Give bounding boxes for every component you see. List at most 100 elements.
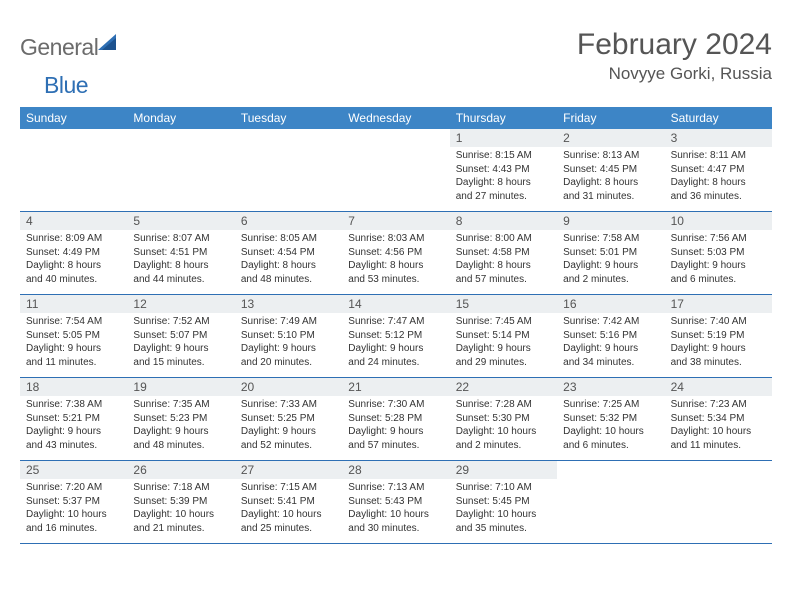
day-cell: 29Sunrise: 7:10 AMSunset: 5:45 PMDayligh… <box>450 461 557 543</box>
dow-sat: Saturday <box>665 107 772 129</box>
day-details: Sunrise: 8:11 AMSunset: 4:47 PMDaylight:… <box>665 147 772 207</box>
day-cell <box>20 129 127 211</box>
daylight-text-2: and 15 minutes. <box>133 356 228 370</box>
sunrise-text: Sunrise: 7:56 AM <box>671 232 766 246</box>
daylight-text-1: Daylight: 9 hours <box>563 342 658 356</box>
sunset-text: Sunset: 5:05 PM <box>26 329 121 343</box>
daylight-text-2: and 35 minutes. <box>456 522 551 536</box>
sunrise-text: Sunrise: 7:23 AM <box>671 398 766 412</box>
day-number: 3 <box>665 129 772 147</box>
logo-triangle-icon <box>98 32 120 57</box>
calendar-page: General February 2024 Novyye Gorki, Russ… <box>0 0 792 554</box>
sunset-text: Sunset: 5:30 PM <box>456 412 551 426</box>
daylight-text-1: Daylight: 9 hours <box>563 259 658 273</box>
day-cell: 8Sunrise: 8:00 AMSunset: 4:58 PMDaylight… <box>450 212 557 294</box>
day-number: 25 <box>20 461 127 479</box>
day-details: Sunrise: 7:56 AMSunset: 5:03 PMDaylight:… <box>665 230 772 290</box>
sunrise-text: Sunrise: 8:09 AM <box>26 232 121 246</box>
daylight-text-1: Daylight: 9 hours <box>348 342 443 356</box>
daylight-text-2: and 36 minutes. <box>671 190 766 204</box>
daylight-text-2: and 16 minutes. <box>26 522 121 536</box>
day-details: Sunrise: 7:13 AMSunset: 5:43 PMDaylight:… <box>342 479 449 539</box>
day-cell: 3Sunrise: 8:11 AMSunset: 4:47 PMDaylight… <box>665 129 772 211</box>
day-details: Sunrise: 7:20 AMSunset: 5:37 PMDaylight:… <box>20 479 127 539</box>
day-details: Sunrise: 7:25 AMSunset: 5:32 PMDaylight:… <box>557 396 664 456</box>
day-number: 17 <box>665 295 772 313</box>
sunrise-text: Sunrise: 7:49 AM <box>241 315 336 329</box>
sunrise-text: Sunrise: 7:28 AM <box>456 398 551 412</box>
day-number: 26 <box>127 461 234 479</box>
day-cell: 17Sunrise: 7:40 AMSunset: 5:19 PMDayligh… <box>665 295 772 377</box>
day-number: 1 <box>450 129 557 147</box>
daylight-text-2: and 6 minutes. <box>563 439 658 453</box>
day-number: 9 <box>557 212 664 230</box>
calendar-grid: Sunday Monday Tuesday Wednesday Thursday… <box>20 107 772 544</box>
sunset-text: Sunset: 5:41 PM <box>241 495 336 509</box>
sunset-text: Sunset: 5:23 PM <box>133 412 228 426</box>
day-cell: 18Sunrise: 7:38 AMSunset: 5:21 PMDayligh… <box>20 378 127 460</box>
daylight-text-2: and 48 minutes. <box>241 273 336 287</box>
week-row: 4Sunrise: 8:09 AMSunset: 4:49 PMDaylight… <box>20 212 772 295</box>
daylight-text-2: and 27 minutes. <box>456 190 551 204</box>
day-number: 13 <box>235 295 342 313</box>
sunrise-text: Sunrise: 7:13 AM <box>348 481 443 495</box>
daylight-text-2: and 57 minutes. <box>348 439 443 453</box>
daylight-text-1: Daylight: 8 hours <box>133 259 228 273</box>
daylight-text-1: Daylight: 9 hours <box>26 342 121 356</box>
daylight-text-2: and 38 minutes. <box>671 356 766 370</box>
day-cell: 28Sunrise: 7:13 AMSunset: 5:43 PMDayligh… <box>342 461 449 543</box>
day-of-week-header: Sunday Monday Tuesday Wednesday Thursday… <box>20 107 772 129</box>
day-details: Sunrise: 7:38 AMSunset: 5:21 PMDaylight:… <box>20 396 127 456</box>
day-cell: 11Sunrise: 7:54 AMSunset: 5:05 PMDayligh… <box>20 295 127 377</box>
day-details: Sunrise: 8:03 AMSunset: 4:56 PMDaylight:… <box>342 230 449 290</box>
daylight-text-1: Daylight: 8 hours <box>456 259 551 273</box>
day-number: 7 <box>342 212 449 230</box>
daylight-text-1: Daylight: 8 hours <box>348 259 443 273</box>
daylight-text-2: and 40 minutes. <box>26 273 121 287</box>
sunrise-text: Sunrise: 7:10 AM <box>456 481 551 495</box>
day-cell: 12Sunrise: 7:52 AMSunset: 5:07 PMDayligh… <box>127 295 234 377</box>
day-cell <box>557 461 664 543</box>
day-number: 10 <box>665 212 772 230</box>
sunset-text: Sunset: 5:34 PM <box>671 412 766 426</box>
day-cell <box>235 129 342 211</box>
day-cell <box>665 461 772 543</box>
day-details: Sunrise: 7:35 AMSunset: 5:23 PMDaylight:… <box>127 396 234 456</box>
day-number: 8 <box>450 212 557 230</box>
daylight-text-1: Daylight: 8 hours <box>671 176 766 190</box>
sunrise-text: Sunrise: 7:38 AM <box>26 398 121 412</box>
title-block: February 2024 Novyye Gorki, Russia <box>577 28 772 84</box>
day-number: 27 <box>235 461 342 479</box>
day-cell: 15Sunrise: 7:45 AMSunset: 5:14 PMDayligh… <box>450 295 557 377</box>
daylight-text-1: Daylight: 9 hours <box>26 425 121 439</box>
daylight-text-2: and 11 minutes. <box>26 356 121 370</box>
sunset-text: Sunset: 4:51 PM <box>133 246 228 260</box>
day-cell: 19Sunrise: 7:35 AMSunset: 5:23 PMDayligh… <box>127 378 234 460</box>
daylight-text-1: Daylight: 9 hours <box>133 342 228 356</box>
sunset-text: Sunset: 4:56 PM <box>348 246 443 260</box>
daylight-text-2: and 53 minutes. <box>348 273 443 287</box>
week-row: 11Sunrise: 7:54 AMSunset: 5:05 PMDayligh… <box>20 295 772 378</box>
sunset-text: Sunset: 5:19 PM <box>671 329 766 343</box>
day-details: Sunrise: 8:05 AMSunset: 4:54 PMDaylight:… <box>235 230 342 290</box>
day-details: Sunrise: 7:49 AMSunset: 5:10 PMDaylight:… <box>235 313 342 373</box>
daylight-text-2: and 31 minutes. <box>563 190 658 204</box>
sunrise-text: Sunrise: 7:54 AM <box>26 315 121 329</box>
sunset-text: Sunset: 4:43 PM <box>456 163 551 177</box>
sunrise-text: Sunrise: 7:58 AM <box>563 232 658 246</box>
daylight-text-2: and 24 minutes. <box>348 356 443 370</box>
daylight-text-2: and 20 minutes. <box>241 356 336 370</box>
day-details: Sunrise: 8:07 AMSunset: 4:51 PMDaylight:… <box>127 230 234 290</box>
day-number: 29 <box>450 461 557 479</box>
sunset-text: Sunset: 5:03 PM <box>671 246 766 260</box>
day-number: 19 <box>127 378 234 396</box>
sunset-text: Sunset: 5:28 PM <box>348 412 443 426</box>
day-cell: 23Sunrise: 7:25 AMSunset: 5:32 PMDayligh… <box>557 378 664 460</box>
daylight-text-2: and 34 minutes. <box>563 356 658 370</box>
day-details: Sunrise: 7:40 AMSunset: 5:19 PMDaylight:… <box>665 313 772 373</box>
day-details: Sunrise: 7:18 AMSunset: 5:39 PMDaylight:… <box>127 479 234 539</box>
day-cell: 16Sunrise: 7:42 AMSunset: 5:16 PMDayligh… <box>557 295 664 377</box>
day-cell: 13Sunrise: 7:49 AMSunset: 5:10 PMDayligh… <box>235 295 342 377</box>
day-number: 22 <box>450 378 557 396</box>
day-number: 16 <box>557 295 664 313</box>
